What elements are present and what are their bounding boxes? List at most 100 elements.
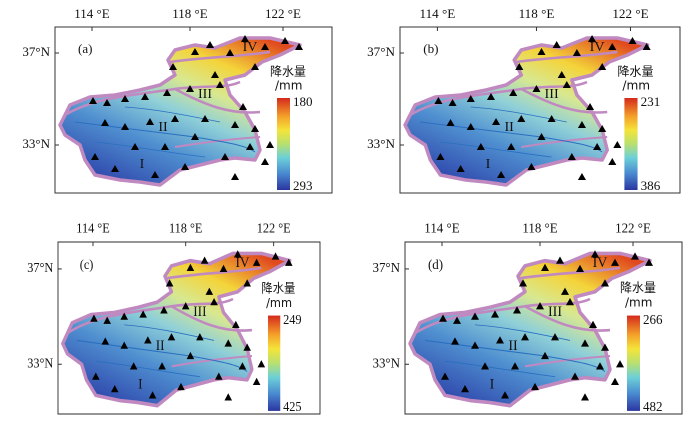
station-marker — [588, 35, 597, 42]
station-marker — [285, 258, 293, 266]
station-marker — [628, 37, 637, 44]
station-marker — [541, 351, 549, 360]
legend-title: 降水量 — [620, 281, 656, 295]
legend-title: 降水量 — [261, 281, 295, 296]
latitude-label: 33°N — [22, 136, 50, 151]
station-marker — [608, 158, 617, 165]
station-marker — [511, 362, 519, 370]
station-marker — [271, 252, 280, 260]
station-marker — [547, 115, 556, 122]
station-marker — [589, 320, 597, 328]
station-marker — [441, 372, 449, 380]
region-boundary — [174, 87, 261, 114]
region-label: III — [545, 86, 559, 102]
station-marker — [456, 165, 465, 172]
station-marker — [557, 71, 566, 78]
legend-min: 482 — [643, 399, 662, 414]
station-marker — [252, 258, 261, 266]
station-marker — [561, 287, 569, 295]
longitude-label: 114 °E — [76, 221, 110, 236]
station-marker — [241, 35, 249, 42]
station-marker — [131, 143, 139, 150]
station-marker — [251, 125, 259, 132]
station-marker — [233, 250, 242, 258]
latitude-label: 37°N — [367, 44, 395, 59]
region-label: IV — [590, 39, 605, 55]
longitude-label: 118 °E — [519, 6, 555, 21]
station-marker — [224, 339, 233, 347]
station-marker — [645, 258, 653, 266]
station-marker — [486, 93, 496, 100]
map-panel: 114 °E 118 °E 122 °E37°N33°N(d)IIIIIIIV降水量… — [372, 220, 683, 415]
station-marker — [163, 89, 171, 96]
station-marker — [120, 341, 128, 349]
station-marker — [158, 362, 166, 370]
station-marker — [446, 119, 455, 126]
river — [440, 141, 552, 158]
station-marker — [101, 337, 110, 345]
latitude-label: 33°N — [27, 356, 53, 371]
region-label: I — [486, 156, 491, 172]
station-marker — [246, 143, 254, 150]
station-marker — [215, 372, 223, 380]
station-marker — [436, 153, 445, 160]
region-boundary — [169, 50, 271, 64]
longitude-label: 114 °E — [424, 220, 459, 235]
station-marker — [252, 377, 261, 385]
station-marker — [261, 43, 269, 50]
station-marker — [90, 314, 98, 322]
river — [124, 106, 221, 123]
panel-label: (b) — [423, 41, 438, 56]
station-marker — [577, 121, 586, 128]
latitude-label: 33°N — [372, 355, 400, 370]
station-marker — [103, 316, 111, 324]
panel-label: (a) — [78, 41, 92, 56]
station-marker — [169, 63, 177, 70]
station-marker — [496, 336, 504, 344]
station-marker — [471, 341, 479, 349]
station-marker — [439, 314, 447, 322]
station-marker — [221, 153, 229, 160]
station-marker — [139, 310, 147, 318]
region-label: III — [198, 87, 212, 102]
station-marker — [103, 99, 111, 106]
station-marker — [601, 279, 609, 287]
station-marker — [556, 256, 564, 264]
station-marker — [251, 63, 259, 70]
station-marker — [531, 382, 539, 391]
station-marker — [206, 41, 214, 48]
region-boundary — [524, 305, 611, 332]
station-marker — [101, 119, 109, 126]
station-marker — [527, 163, 536, 170]
station-marker — [572, 49, 581, 56]
station-marker — [148, 391, 157, 399]
river — [444, 360, 556, 378]
station-marker — [642, 43, 651, 50]
latitude-label: 37°N — [22, 44, 50, 59]
station-marker — [481, 362, 489, 370]
station-marker — [201, 115, 209, 122]
panel-label: (d) — [428, 257, 443, 272]
longitude-label: 118 °E — [169, 221, 203, 236]
station-marker — [165, 279, 174, 287]
station-marker — [552, 41, 561, 48]
station-marker — [186, 85, 194, 92]
station-marker — [476, 143, 485, 150]
region-boundary — [519, 266, 621, 280]
station-marker — [601, 343, 609, 351]
station-marker — [121, 123, 129, 130]
station-marker — [146, 118, 154, 125]
station-marker — [295, 43, 303, 50]
station-marker — [120, 312, 128, 320]
legend-max: 249 — [283, 312, 301, 327]
legend-unit: /mm — [275, 79, 302, 93]
region-boundary — [170, 305, 253, 332]
region-label: II — [508, 338, 518, 354]
station-marker — [616, 360, 624, 368]
station-marker — [536, 302, 544, 310]
region-label: II — [504, 119, 514, 135]
station-marker — [231, 121, 239, 128]
station-marker — [566, 297, 574, 306]
longitude-label: 122 °E — [257, 221, 291, 236]
station-marker — [151, 171, 159, 178]
